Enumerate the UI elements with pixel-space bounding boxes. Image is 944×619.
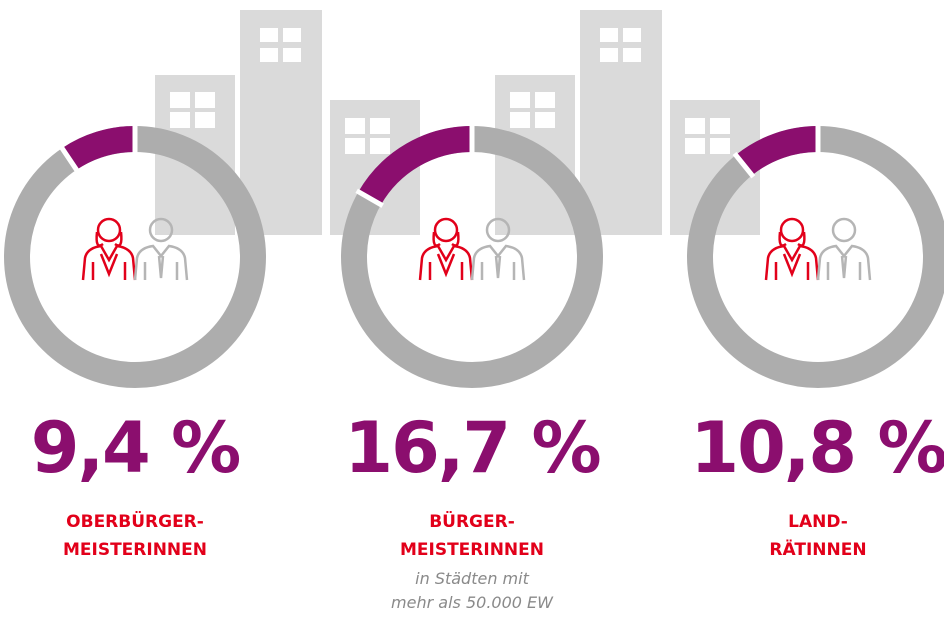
infographic: 9,4 % OBERBÜRGER- MEISTERINNEN 16,7 % BÜRGER… xyxy=(0,0,944,619)
category-label: MEISTERINNEN xyxy=(63,540,207,560)
donut-ring xyxy=(17,139,253,375)
donut-segment xyxy=(69,139,135,159)
people-icon xyxy=(420,219,524,280)
category-label: BÜRGER- xyxy=(429,510,515,532)
percent-label: 16,7 % xyxy=(344,407,599,489)
category-label: LAND- xyxy=(788,512,848,532)
category-label: OBERBÜRGER- xyxy=(66,510,204,532)
donut-segment xyxy=(744,139,818,165)
donut-ring xyxy=(700,139,936,375)
percent-label: 10,8 % xyxy=(690,407,944,489)
percent-label: 9,4 % xyxy=(31,407,240,489)
category-note: mehr als 50.000 EW xyxy=(391,593,554,612)
people-icon xyxy=(766,219,870,280)
category-label: RÄTINNEN xyxy=(769,538,866,560)
category-label: MEISTERINNEN xyxy=(400,540,544,560)
category-note: in Städten mit xyxy=(415,569,529,588)
people-icon xyxy=(83,219,187,280)
